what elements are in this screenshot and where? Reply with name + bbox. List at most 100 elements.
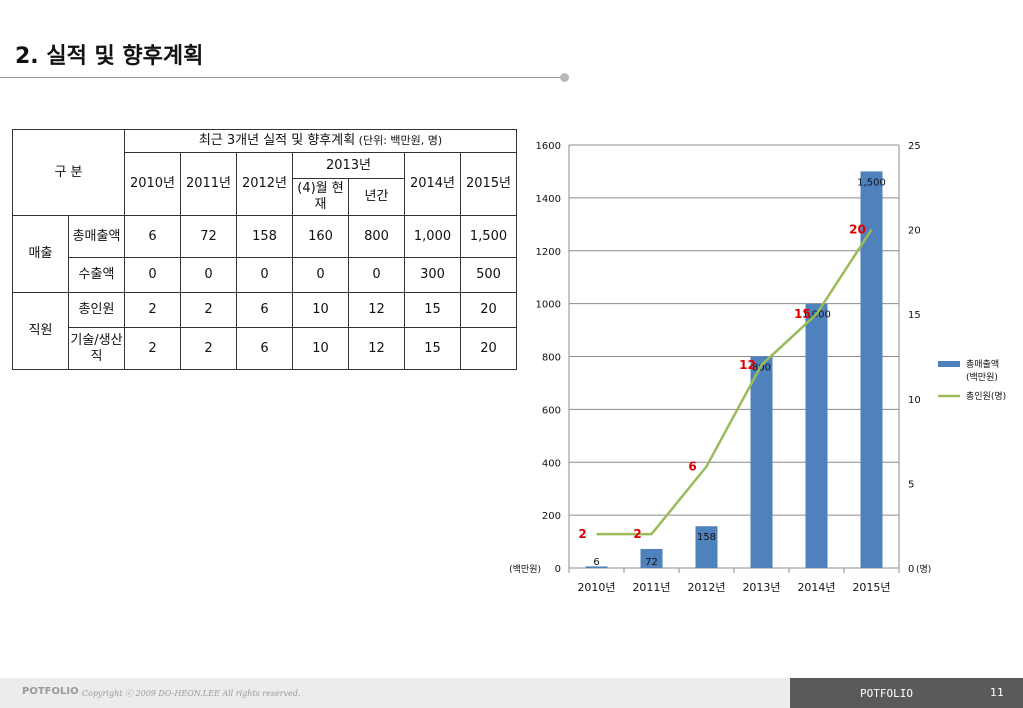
- footer-copyright: Copyright ⓒ 2009 DO-HEON.LEE All rights …: [82, 689, 301, 698]
- y-left-tick-label: 800: [542, 353, 561, 364]
- table-cell: 6: [124, 215, 181, 258]
- y-left-tick-label: 1000: [536, 300, 561, 311]
- line-data-label: 2: [633, 527, 641, 541]
- table-cell: 15: [404, 292, 461, 328]
- y-right-tick-label: 5: [908, 479, 914, 490]
- staff-line: [596, 228, 873, 536]
- bar: [695, 526, 718, 568]
- x-tick-label: 2011년: [632, 581, 670, 594]
- bar: [750, 356, 773, 568]
- bar: [805, 303, 828, 568]
- group-label-staff: 직원: [12, 292, 69, 370]
- performance-table: 구 분 최근 3개년 실적 및 향후계획 (단위: 백만원, 명) 2010년 …: [12, 129, 517, 370]
- table-cell: 2: [180, 327, 237, 370]
- row-label-total-staff: 총인원: [68, 292, 125, 328]
- bar-data-label: 158: [697, 532, 716, 543]
- table-cell: 20: [460, 327, 517, 370]
- table-caption-unit: (단위: 백만원, 명): [355, 134, 443, 147]
- bar: [585, 566, 608, 568]
- line-data-label: 12: [739, 358, 756, 372]
- col-header-2013: 2013년: [292, 152, 405, 179]
- y-left-tick-label: 600: [542, 405, 561, 416]
- table-cell: 300: [404, 257, 461, 293]
- y-right-unit-label: (명): [916, 564, 931, 575]
- table-cell: 6: [236, 292, 293, 328]
- bar-data-label: 72: [645, 557, 658, 568]
- y-right-tick-label: 0: [908, 564, 914, 575]
- table-cell: 2: [180, 292, 237, 328]
- table-cell: 20: [460, 292, 517, 328]
- table-cell: 10: [292, 327, 349, 370]
- x-tick-label: 2013년: [742, 581, 780, 594]
- title-divider: [0, 77, 565, 78]
- col-header-2013-annual: 년간: [348, 178, 405, 216]
- line-data-label: 2: [578, 527, 586, 541]
- legend-label-sales-unit: (백만원): [966, 372, 998, 383]
- table-cell: 800: [348, 215, 405, 258]
- table-cell: 2: [124, 327, 181, 370]
- y-right-tick-label: 20: [908, 226, 921, 237]
- bar: [640, 548, 663, 568]
- table-cell: 1,000: [404, 215, 461, 258]
- y-left-tick-label: 0: [555, 564, 561, 575]
- table-cell: 0: [124, 257, 181, 293]
- table-cell: 10: [292, 292, 349, 328]
- group-label-sales: 매출: [12, 215, 69, 293]
- y-left-tick-label: 1200: [536, 247, 561, 258]
- footer-bar: [0, 678, 790, 708]
- line-data-label: 15: [794, 307, 811, 321]
- bar-data-label: 6: [593, 557, 599, 568]
- table-cell: 12: [348, 327, 405, 370]
- table-cell: 2: [124, 292, 181, 328]
- y-left-tick-label: 400: [542, 458, 561, 469]
- table-cell: 15: [404, 327, 461, 370]
- y-right-tick-label: 15: [908, 310, 921, 321]
- bar-data-label: 1,500: [857, 177, 886, 188]
- legend-swatch-sales: [938, 361, 960, 367]
- y-left-tick-label: 200: [542, 511, 561, 522]
- y-right-tick-label: 25: [908, 141, 921, 152]
- division-header: 구 분: [12, 129, 125, 216]
- y-left-tick-label: 1400: [536, 194, 561, 205]
- table-cell: 158: [236, 215, 293, 258]
- legend-label-sales: 총매출액: [966, 358, 999, 370]
- table-caption: 최근 3개년 실적 및 향후계획 (단위: 백만원, 명): [124, 129, 517, 153]
- row-label-total-sales: 총매출액: [68, 215, 125, 258]
- footer-label: POTFOLIO: [860, 687, 913, 700]
- line-data-label: 6: [688, 459, 696, 473]
- footer-dark-panel: [790, 678, 1023, 708]
- col-header-2015: 2015년: [460, 152, 517, 216]
- table-cell: 1,500: [460, 215, 517, 258]
- title-divider-dot: [560, 73, 569, 82]
- col-header-2010: 2010년: [124, 152, 181, 216]
- x-tick-label: 2014년: [797, 581, 835, 594]
- col-header-2014: 2014년: [404, 152, 461, 216]
- bar-data-label: 800: [752, 363, 771, 374]
- y-left-unit-label: (백만원): [509, 564, 541, 575]
- col-header-2011: 2011년: [180, 152, 237, 216]
- y-left-tick-label: 1600: [536, 141, 561, 152]
- table-cell: 0: [180, 257, 237, 293]
- x-tick-label: 2010년: [577, 581, 615, 594]
- table-cell: 6: [236, 327, 293, 370]
- legend-label-staff: 총인원(명): [966, 391, 1006, 402]
- table-cell: 160: [292, 215, 349, 258]
- row-label-exports: 수출액: [68, 257, 125, 293]
- x-tick-label: 2012년: [687, 581, 725, 594]
- page-title: 2. 실적 및 향후계획: [15, 44, 204, 69]
- table-cell: 0: [292, 257, 349, 293]
- table-cell: 0: [236, 257, 293, 293]
- y-right-tick-label: 10: [908, 395, 921, 406]
- footer-brand: POTFOLIO: [22, 686, 79, 697]
- table-cell: 72: [180, 215, 237, 258]
- table-caption-main: 최근 3개년 실적 및 향후계획: [198, 133, 356, 148]
- line-data-label: 20: [849, 223, 866, 237]
- col-header-2013-current: (4)월 현재: [292, 178, 349, 216]
- x-tick-label: 2015년: [852, 581, 890, 594]
- page-number: 11: [990, 686, 1004, 699]
- table-cell: 0: [348, 257, 405, 293]
- col-header-2012: 2012년: [236, 152, 293, 216]
- table-cell: 12: [348, 292, 405, 328]
- sales-staff-chart: 0 200 400 600 800 1000 1200 1400 1600 0 5 10 15 20 25 (…: [509, 141, 1006, 594]
- bar: [860, 171, 883, 568]
